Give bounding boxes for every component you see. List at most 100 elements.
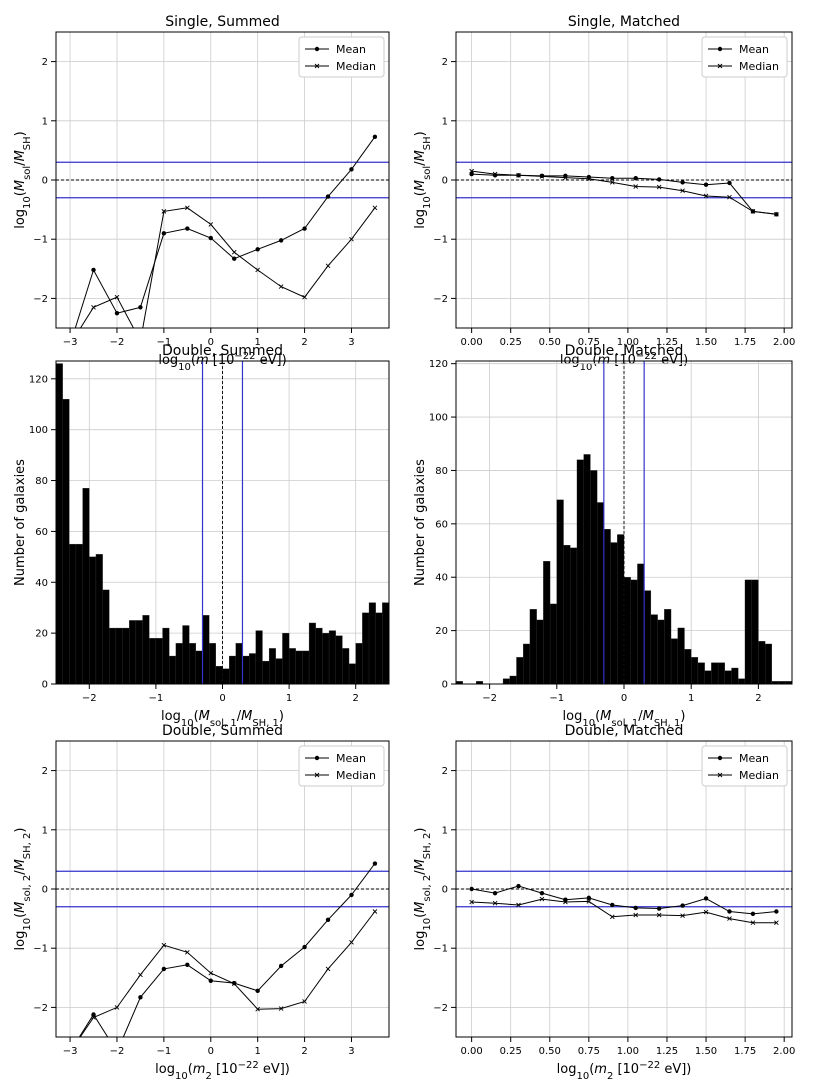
data-point-median [492, 171, 498, 177]
x-tick-label: 1.75 [734, 1046, 756, 1057]
y-tick-label: 40 [435, 573, 448, 584]
plot-area [56, 134, 389, 328]
chart-title: Single, Matched [568, 14, 680, 30]
histogram-bar [288, 648, 296, 684]
data-point-mean [161, 231, 167, 236]
histogram-bar [650, 614, 658, 684]
x-tick-label: 1 [254, 337, 260, 348]
plot-area [456, 361, 792, 684]
data-point-mean [138, 995, 143, 1000]
legend-marker-x [314, 772, 320, 778]
data-point-median [680, 913, 685, 918]
histogram-bar [295, 650, 303, 684]
data-point-mean [278, 963, 284, 969]
legend-box [701, 36, 788, 78]
y-tick-label: 20 [35, 629, 48, 640]
plot-area [56, 361, 389, 684]
y-tick-label: 120 [429, 359, 448, 370]
histogram-bar [368, 602, 376, 684]
histogram-bar [95, 554, 103, 684]
data-point-median [114, 294, 120, 300]
y-tick-label: 40 [35, 578, 48, 589]
data-point-median [231, 981, 237, 987]
histogram-bar [209, 643, 216, 684]
histogram-bar [717, 662, 725, 684]
series-line-median [79, 911, 376, 1037]
data-point-median [302, 294, 307, 300]
x-tick-label: 3 [348, 1046, 354, 1057]
x-tick-label: 1.00 [617, 1046, 639, 1057]
histogram-bar [122, 627, 130, 684]
histogram-bar [543, 561, 551, 684]
histogram-bar [362, 612, 370, 684]
x-tick-label: 0 [621, 693, 627, 704]
plot-area [56, 861, 389, 1037]
data-point-median [255, 267, 260, 273]
data-point-mean [727, 180, 732, 186]
histogram-bar [302, 650, 310, 684]
histogram-bar [335, 635, 343, 684]
histogram-bar [155, 638, 163, 684]
legend: Mean Median [298, 36, 385, 78]
histogram-bar [115, 627, 123, 684]
histogram-bar [563, 545, 571, 684]
x-tick-label: 1.25 [656, 1046, 678, 1057]
y-tick-label: −1 [433, 235, 448, 246]
data-point-median [774, 920, 779, 926]
data-point-mean [610, 176, 615, 181]
legend-marker-x [717, 772, 723, 778]
data-point-mean [703, 182, 709, 187]
legend: Mean Median [701, 745, 788, 787]
series-line-mean [74, 136, 376, 328]
y-tick-label: 100 [29, 425, 48, 436]
data-point-median [609, 180, 615, 185]
histogram-bar [697, 662, 705, 684]
data-point-median [680, 188, 685, 193]
legend-label: Median [739, 60, 779, 73]
data-point-median [114, 1005, 120, 1010]
data-point-median [372, 205, 378, 211]
legend-marker-dot [717, 755, 723, 761]
x-tick-label: 0.75 [578, 1046, 600, 1057]
data-point-mean [469, 886, 474, 892]
data-point-mean [255, 988, 260, 994]
chart-title: Double, Summed [162, 343, 283, 359]
x-tick-label: −2 [110, 337, 125, 348]
data-point-mean [539, 890, 545, 896]
x-axis-label: log10(Msol, 1/MSH, 1) [563, 709, 686, 729]
data-point-median [703, 193, 709, 199]
y-tick-label: 2 [42, 57, 48, 68]
y-tick-label: 80 [435, 466, 448, 477]
histogram-bar [262, 660, 270, 684]
data-point-median [255, 1006, 260, 1012]
data-point-mean [349, 167, 354, 172]
y-tick-label: −1 [433, 944, 448, 955]
histogram-bar [570, 547, 578, 684]
histogram-bar [235, 643, 243, 684]
x-tick-label: 2 [301, 337, 307, 348]
histogram-bar [275, 658, 283, 684]
data-point-mean [349, 892, 354, 898]
histogram-bar [637, 563, 645, 684]
y-tick-label: 2 [442, 766, 448, 777]
series-line-mean [471, 885, 777, 915]
y-tick-label: 1 [42, 116, 48, 127]
data-point-mean [563, 897, 568, 902]
legend-marker-dot [717, 46, 723, 52]
y-tick-label: 120 [29, 374, 48, 385]
data-point-mean [91, 1012, 96, 1017]
data-point-mean [208, 235, 213, 241]
histogram-bar [229, 655, 236, 684]
x-axis-label: log10(m2 [10−22 eV]) [557, 1060, 692, 1082]
x-tick-label: 0.00 [460, 337, 482, 348]
histogram-bar [731, 667, 739, 684]
data-point-median [656, 184, 662, 190]
x-tick-label: −3 [63, 1046, 78, 1057]
x-tick-label: 2 [301, 1046, 307, 1057]
data-point-median [325, 966, 331, 972]
histogram-bar [129, 620, 137, 684]
histogram-bar [328, 630, 336, 684]
